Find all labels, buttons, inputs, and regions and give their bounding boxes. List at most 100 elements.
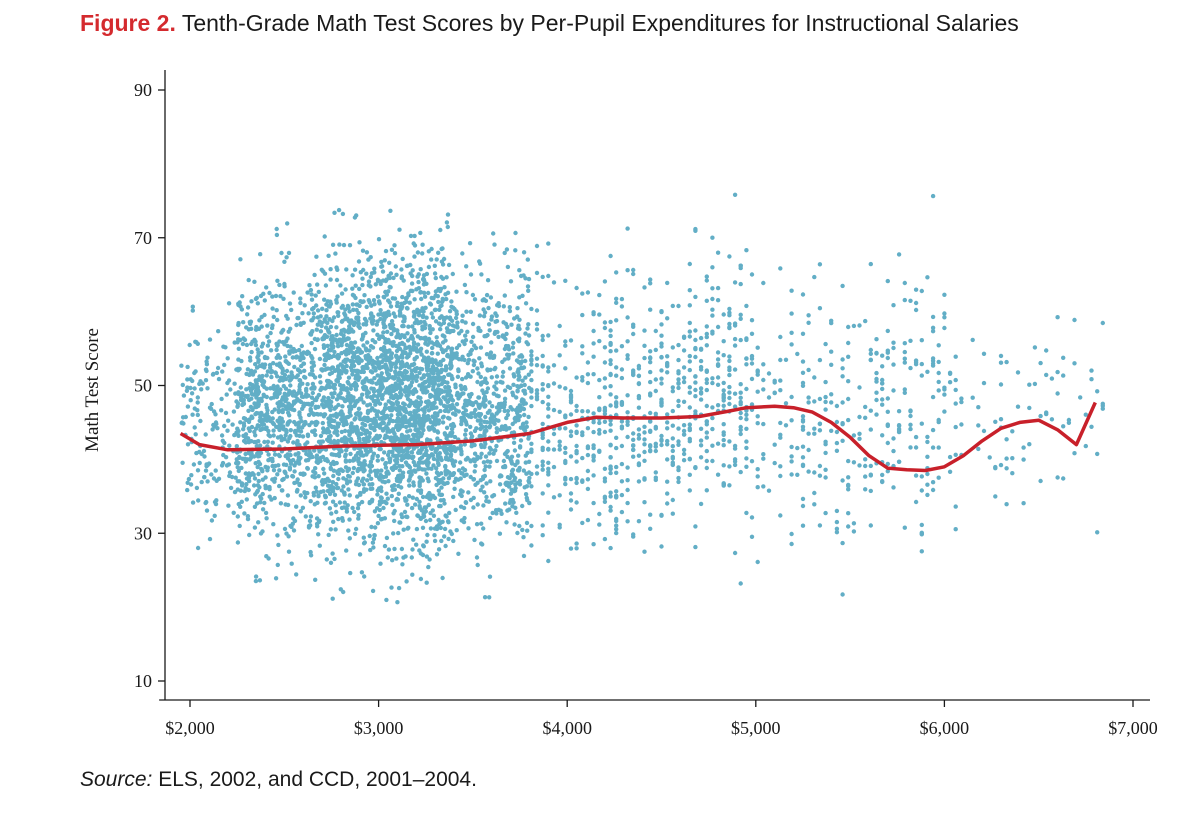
scatter-point (580, 409, 585, 414)
scatter-point (392, 243, 397, 248)
scatter-point (277, 282, 282, 288)
scatter-point (591, 458, 596, 463)
scatter-point (591, 372, 596, 377)
scatter-point (540, 364, 545, 369)
scatter-point (378, 561, 383, 566)
scatter-point (281, 296, 286, 301)
scatter-point (476, 371, 481, 376)
scatter-point (252, 279, 257, 284)
scatter-point (648, 393, 653, 398)
scatter-point (395, 600, 400, 605)
scatter-point (659, 322, 664, 327)
scatter-point (433, 275, 438, 281)
scatter-point (195, 412, 200, 418)
scatter-point (704, 458, 709, 464)
scatter-point (482, 431, 487, 436)
scatter-point (817, 396, 823, 402)
scatter-point (510, 504, 515, 509)
scatter-point (520, 406, 525, 411)
scatter-point (379, 371, 384, 376)
scatter-point (205, 386, 210, 391)
scatter-point (309, 318, 314, 323)
scatter-point (333, 251, 338, 256)
scatter-point (597, 377, 602, 383)
scatter-point (653, 347, 658, 353)
scatter-point (540, 533, 545, 538)
scatter-point (755, 485, 760, 490)
scatter-point (585, 290, 591, 295)
scatter-point (376, 513, 381, 519)
scatter-point (520, 378, 525, 383)
scatter-point (491, 493, 497, 498)
scatter-point (235, 514, 240, 519)
scatter-point (436, 250, 441, 255)
scatter-point (721, 443, 726, 448)
scatter-point (324, 378, 330, 384)
scatter-point (190, 500, 196, 505)
scatter-point (631, 267, 636, 273)
scatter-point (715, 441, 721, 446)
scatter-point (327, 371, 333, 377)
scatter-point (361, 400, 366, 405)
scatter-point (687, 405, 692, 410)
scatter-point (913, 307, 919, 313)
scatter-point (597, 427, 602, 433)
scatter-point (410, 362, 416, 368)
scatter-point (300, 505, 306, 510)
scatter-point (390, 427, 396, 432)
scatter-point (420, 251, 425, 256)
scatter-point (534, 471, 540, 476)
scatter-point (321, 395, 327, 400)
scatter-point (817, 428, 823, 433)
scatter-point (412, 327, 417, 333)
scatter-point (891, 388, 896, 393)
scatter-point (297, 412, 302, 418)
scatter-point (761, 377, 766, 383)
scatter-point (568, 400, 574, 405)
scatter-point (340, 404, 345, 409)
scatter-point (282, 436, 287, 442)
scatter-point (410, 376, 416, 381)
scatter-point (320, 420, 325, 426)
scatter-point (330, 242, 336, 247)
scatter-point (439, 314, 444, 319)
scatter-point (249, 299, 254, 304)
scatter-point (516, 373, 521, 378)
scatter-point (529, 447, 534, 452)
scatter-point (426, 402, 431, 407)
scatter-point (354, 316, 359, 321)
scatter-point (266, 452, 271, 457)
scatter-point (840, 283, 845, 289)
scatter-point (419, 477, 424, 482)
scatter-point (591, 500, 596, 506)
scatter-point (421, 290, 427, 295)
scatter-point (439, 274, 444, 280)
scatter-point (423, 379, 429, 384)
scatter-point (244, 497, 249, 502)
scatter-point (665, 412, 670, 417)
scatter-point (389, 493, 394, 499)
scatter-point (489, 340, 494, 345)
scatter-point (506, 355, 511, 361)
scatter-point (429, 466, 434, 471)
scatter-point (246, 277, 251, 283)
scatter-point (526, 372, 531, 377)
scatter-point (435, 294, 440, 299)
scatter-point (210, 427, 215, 432)
scatter-point (470, 292, 476, 298)
scatter-point (676, 357, 681, 363)
scatter-point (386, 399, 391, 404)
scatter-point (557, 525, 562, 530)
scatter-point (267, 487, 272, 492)
scatter-point (316, 289, 321, 295)
scatter-point (523, 492, 529, 497)
scatter-point (400, 294, 405, 300)
scatter-point (659, 333, 664, 338)
scatter-point (277, 363, 282, 369)
scatter-point (834, 429, 840, 435)
scatter-point (264, 386, 269, 391)
scatter-point (619, 419, 625, 424)
scatter-point (591, 473, 596, 478)
scatter-point (670, 408, 675, 414)
scatter-point (563, 426, 568, 431)
